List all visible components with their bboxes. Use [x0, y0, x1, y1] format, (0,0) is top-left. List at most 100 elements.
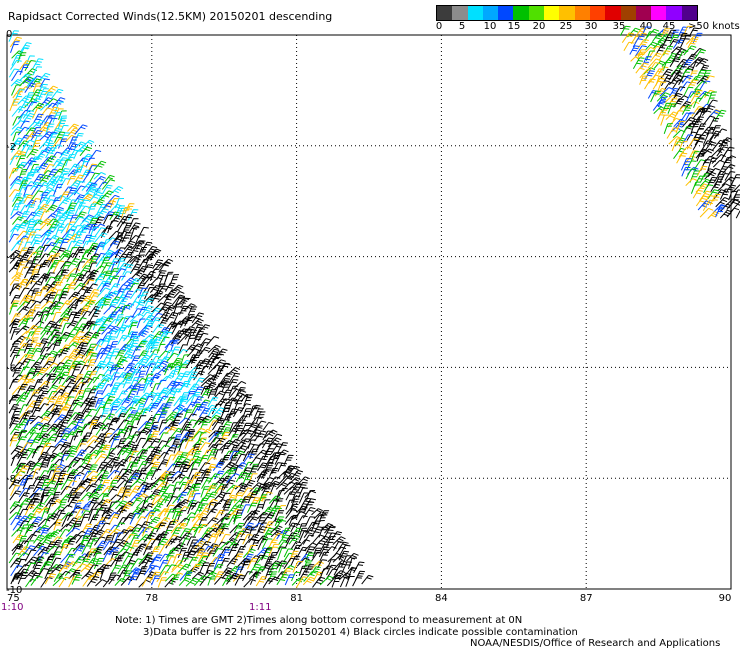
wind-barb — [715, 205, 726, 218]
wind-barb — [131, 497, 143, 507]
x-axis-label: 84 — [435, 593, 448, 604]
wind-barb — [254, 449, 268, 459]
wind-barb — [15, 151, 27, 160]
wind-barb — [204, 498, 218, 509]
wind-barb — [23, 343, 33, 353]
wind-barb — [728, 190, 737, 201]
wind-barb — [697, 108, 709, 121]
legend-swatch — [528, 6, 545, 20]
wind-barb — [270, 525, 283, 534]
wind-barb — [24, 317, 34, 330]
wind-barb — [206, 382, 217, 395]
wind-barb — [706, 99, 718, 108]
wind-barb — [113, 268, 127, 279]
wind-barb — [690, 123, 700, 134]
wind-barb — [198, 517, 208, 527]
axis-labels: 75 78 81 84 87 900-2-4-6-8-101:10 1:11 — [1, 29, 731, 613]
wind-barb — [17, 383, 28, 394]
wind-barb — [117, 529, 129, 538]
wind-barb — [148, 527, 160, 540]
wind-barb — [156, 285, 169, 297]
wind-barb — [158, 258, 174, 269]
wind-barb — [129, 368, 141, 378]
wind-barb — [58, 347, 70, 358]
wind-barb — [699, 126, 714, 138]
wind-barb — [716, 146, 729, 157]
wind-barb — [122, 348, 134, 358]
legend-label: 40 — [639, 21, 653, 32]
wind-barb — [282, 481, 296, 491]
wind-barb — [214, 425, 226, 437]
wind-barb — [100, 444, 111, 454]
wind-barb — [693, 116, 704, 127]
wind-barb — [158, 544, 170, 556]
wind-barb — [10, 474, 23, 487]
wind-barb — [148, 556, 161, 567]
wind-barb — [46, 408, 60, 418]
wind-barb — [46, 456, 56, 468]
wind-barb — [325, 532, 337, 543]
wind-barb — [165, 411, 179, 420]
wind-barb — [114, 324, 129, 335]
wind-barb — [246, 545, 256, 556]
wind-barb — [128, 472, 141, 484]
wind-barb — [710, 181, 722, 193]
wind-barb — [275, 546, 286, 556]
wind-barb — [124, 255, 139, 267]
wind-barb — [95, 424, 109, 436]
wind-barb — [148, 402, 160, 413]
wind-barb — [74, 202, 86, 215]
y-axis-label: 0 — [6, 29, 12, 40]
wind-barb — [215, 348, 228, 359]
wind-barb — [262, 430, 273, 441]
wind-barb — [81, 453, 93, 462]
wind-barb — [248, 526, 258, 539]
wind-barb — [88, 223, 98, 234]
wind-barb — [731, 194, 740, 205]
wind-barb — [32, 106, 43, 119]
wind-barb — [654, 44, 667, 57]
wind-barb — [9, 501, 21, 510]
wind-barb — [135, 282, 146, 293]
wind-barb — [81, 300, 95, 311]
wind-barb — [331, 570, 346, 580]
wind-barb — [331, 575, 342, 588]
wind-barb — [141, 527, 152, 537]
wind-barb — [229, 434, 239, 444]
wind-barb — [65, 202, 77, 214]
wind-barb — [39, 139, 53, 150]
wind-barb — [228, 532, 241, 541]
wind-barb — [220, 378, 231, 388]
wind-barb — [149, 364, 163, 376]
wind-barb — [134, 543, 147, 552]
wind-barb — [158, 496, 171, 508]
wind-barb — [10, 126, 23, 136]
wind-barb — [18, 412, 31, 424]
wind-barb — [275, 490, 285, 501]
wind-barb — [52, 260, 65, 273]
wind-barb — [8, 378, 19, 390]
wind-barb — [75, 261, 86, 274]
wind-barb — [129, 244, 142, 256]
wind-barb — [278, 487, 288, 497]
wind-barb — [71, 174, 85, 186]
wind-barb — [50, 331, 62, 342]
wind-barb — [79, 364, 90, 375]
wind-barb — [39, 78, 50, 88]
wind-barb — [172, 303, 183, 316]
wind-barb — [95, 579, 107, 587]
wind-barb — [37, 197, 51, 208]
wind-barb — [137, 534, 151, 544]
wind-barb — [87, 371, 98, 382]
wind-barb — [67, 469, 79, 478]
wind-barb — [296, 557, 310, 567]
wind-barb — [88, 191, 103, 203]
wind-barb — [86, 184, 98, 196]
wind-barb — [123, 251, 134, 262]
wind-barb — [86, 557, 99, 567]
wind-barb — [82, 527, 94, 539]
wind-barb — [87, 217, 98, 228]
wind-barb — [9, 155, 20, 165]
wind-barb — [145, 363, 156, 376]
wind-barb — [277, 442, 288, 453]
